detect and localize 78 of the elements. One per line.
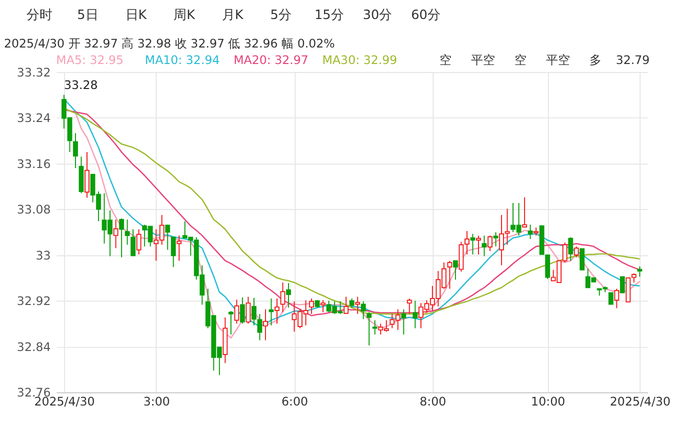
candlestick: [274, 298, 280, 324]
text: 空: [439, 53, 452, 68]
candlestick: [360, 300, 366, 320]
candlestick: [73, 132, 78, 169]
candlestick: [522, 196, 528, 228]
y-tick-label: 33.24: [16, 111, 51, 126]
candlestick: [344, 296, 349, 314]
candlestick: [608, 292, 614, 305]
candlestick: [406, 298, 412, 314]
x-tick-label: 6:00: [281, 394, 308, 409]
candlestick: [246, 296, 251, 324]
candlestick: [280, 282, 286, 313]
candlestick: [124, 219, 130, 246]
candlestick: [234, 299, 240, 324]
text: 空: [514, 53, 526, 68]
candlestick: [309, 298, 314, 314]
annotation: 33.28: [64, 78, 98, 92]
candlestick: [136, 228, 142, 255]
text: 60分: [411, 8, 440, 23]
candlestick: [447, 260, 452, 290]
text: MA5: 32.95: [56, 53, 124, 68]
y-tick-label: 33.16: [16, 156, 51, 171]
candlestick: [286, 282, 291, 308]
text: 32.79: [616, 53, 650, 68]
text: 15分: [314, 8, 344, 23]
candlestick: [488, 235, 492, 252]
chart-title: 2025/4/30 开 32.97 高 32.98 收 32.97 低 32.96 幅 0.02%: [4, 36, 335, 50]
candlestick: [119, 218, 124, 258]
candlestick: [476, 235, 481, 255]
candlestick: [401, 308, 406, 336]
y-tick-label: 33.32: [16, 65, 51, 80]
text: MA20: 32.97: [234, 53, 308, 68]
y-tick-label: 32.84: [16, 340, 51, 354]
text: 5日: [77, 8, 98, 23]
candlestick: [528, 224, 533, 240]
y-tick-label: 32.92: [16, 294, 51, 308]
candlestick: [170, 236, 176, 268]
candlestick: [453, 260, 458, 280]
x-tick-label: 8:00: [420, 394, 446, 409]
text: 周K: [174, 8, 196, 23]
candlestick: [493, 232, 498, 247]
candlestick: [355, 296, 360, 314]
candlestick: [366, 312, 372, 346]
y-tick-label: 33.08: [16, 202, 51, 217]
text: 月K: [222, 8, 244, 23]
text: 日K: [125, 8, 148, 23]
text: 分时: [26, 8, 52, 23]
text: 5分: [270, 8, 292, 23]
candlestick: [568, 236, 574, 262]
candlestick: [228, 310, 234, 336]
candlestick: [620, 276, 625, 294]
text: MA30: 32.99: [322, 53, 398, 68]
text: 平空: [546, 53, 570, 68]
candlestick: [349, 298, 354, 308]
candlestick: [263, 308, 268, 341]
candlestick: [637, 266, 642, 278]
candlestick: [130, 228, 136, 257]
candlestick: [84, 152, 90, 198]
text: 平空: [470, 53, 495, 68]
x-tick-label: 3:00: [143, 394, 170, 409]
candlestick: [482, 235, 487, 257]
text: 多: [589, 53, 602, 68]
candlestick: [165, 224, 170, 250]
y-tick-label: 33: [36, 248, 51, 262]
candlestick: [580, 248, 585, 270]
candlestick: [176, 235, 182, 262]
candlestick: [614, 288, 620, 309]
candlestick: [113, 219, 118, 249]
candlestick: [320, 300, 326, 313]
x-tick-label: 2025/4/30: [610, 394, 670, 409]
candlestick: [412, 300, 418, 329]
candlestick: [268, 298, 274, 326]
candlestick: [372, 320, 378, 336]
candlestick: [240, 296, 245, 324]
text: MA10: 32.94: [144, 53, 220, 68]
x-tick-label: 10:00: [531, 394, 566, 409]
candlestick: [574, 246, 579, 258]
text: 30分: [362, 8, 392, 23]
